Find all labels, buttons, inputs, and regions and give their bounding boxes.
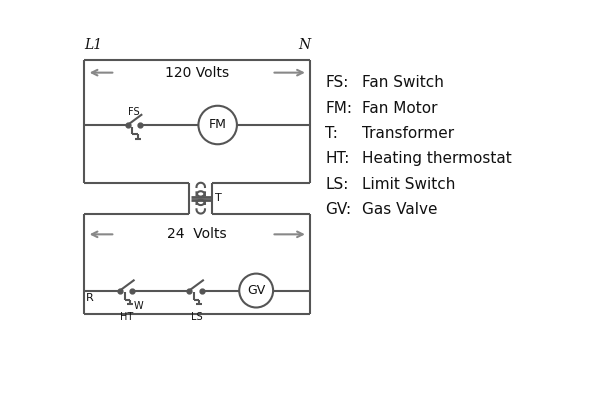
Text: GV:: GV: bbox=[326, 202, 352, 217]
Text: FS: FS bbox=[127, 107, 139, 117]
Text: Fan Motor: Fan Motor bbox=[362, 100, 438, 116]
Text: FM:: FM: bbox=[326, 100, 352, 116]
Text: N: N bbox=[298, 38, 310, 52]
Text: HT:: HT: bbox=[326, 151, 350, 166]
Text: GV: GV bbox=[247, 284, 266, 297]
Text: Gas Valve: Gas Valve bbox=[362, 202, 438, 217]
Text: R: R bbox=[86, 293, 94, 303]
Text: Limit Switch: Limit Switch bbox=[362, 177, 456, 192]
Text: LS:: LS: bbox=[326, 177, 349, 192]
Text: Heating thermostat: Heating thermostat bbox=[362, 151, 512, 166]
Text: W: W bbox=[134, 301, 143, 311]
Text: FS:: FS: bbox=[326, 75, 349, 90]
Text: L1: L1 bbox=[84, 38, 103, 52]
Text: T:: T: bbox=[326, 126, 338, 141]
Text: T: T bbox=[215, 193, 221, 203]
Text: 120 Volts: 120 Volts bbox=[165, 66, 230, 80]
Text: FM: FM bbox=[209, 118, 227, 132]
Text: LS: LS bbox=[191, 312, 202, 322]
Text: Fan Switch: Fan Switch bbox=[362, 75, 444, 90]
Text: 24  Volts: 24 Volts bbox=[168, 227, 227, 241]
Text: HT: HT bbox=[120, 312, 133, 322]
Text: Transformer: Transformer bbox=[362, 126, 454, 141]
